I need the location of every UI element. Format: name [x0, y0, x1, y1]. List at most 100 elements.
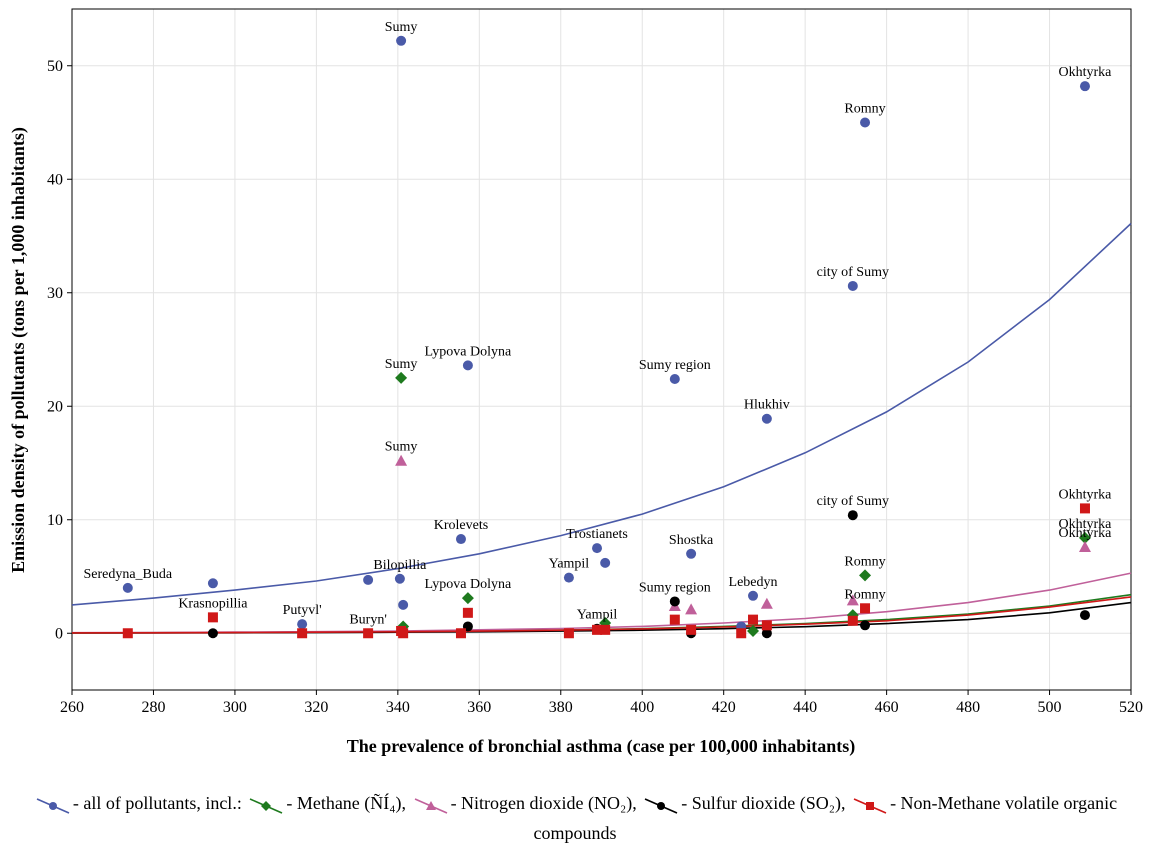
- x-tick-label: 400: [630, 699, 654, 716]
- y-tick-label: 0: [55, 625, 63, 642]
- point-label: city of Sumy: [817, 494, 889, 509]
- point: [462, 607, 473, 618]
- x-tick-label: 380: [549, 699, 573, 716]
- point: [860, 603, 871, 614]
- point: [398, 628, 409, 639]
- point: [1078, 531, 1091, 544]
- point: [363, 574, 374, 585]
- legend-marker: [657, 801, 666, 810]
- point: [122, 628, 133, 639]
- x-tick-label: 440: [793, 699, 817, 716]
- x-tick-label: 500: [1038, 699, 1062, 716]
- legend-icon: [250, 798, 283, 814]
- point: [748, 614, 759, 625]
- legend: - all of pollutants, incl.: - Methane (Ñ…: [20, 788, 1130, 848]
- point-label: city of Sumy: [817, 265, 889, 280]
- point-label: Okhtyrka: [1059, 526, 1113, 541]
- point: [860, 620, 871, 631]
- point: [398, 599, 409, 610]
- legend-label: - Sulfur dioxide (SO₂),: [681, 793, 846, 813]
- point: [847, 510, 858, 521]
- point-label: Yampil: [549, 557, 590, 572]
- point-label: Sumy region: [639, 358, 711, 373]
- point: [669, 614, 680, 625]
- x-tick-label: 340: [386, 699, 410, 716]
- point: [563, 628, 574, 639]
- point: [395, 371, 408, 384]
- point: [394, 573, 405, 584]
- point-label: Romny: [844, 587, 885, 602]
- chart: The prevalence of bronchial asthma (case…: [8, 8, 1143, 757]
- point: [592, 624, 603, 635]
- point-label: Okhtyrka: [1059, 517, 1113, 532]
- y-tick-label: 30: [47, 285, 63, 302]
- point: [207, 628, 218, 639]
- point: [747, 624, 760, 637]
- y-tick-label: 20: [47, 398, 63, 415]
- legend-icon: [644, 798, 678, 814]
- point-label: Lebedyn: [729, 575, 778, 590]
- point-label: Romny: [844, 554, 885, 569]
- plot-frame: [71, 8, 1132, 691]
- point: [760, 597, 773, 609]
- legend-entry: - Nitrogen dioxide (NO₂),: [411, 793, 637, 814]
- x-tick-label: 280: [141, 699, 165, 716]
- legend-entry: - Methane (ÑÍ₄),: [246, 793, 406, 814]
- point: [685, 603, 698, 615]
- legend-entry: - all of pollutants, incl.:: [33, 793, 242, 814]
- point-label: Okhtyrka: [1059, 487, 1113, 502]
- point: [207, 612, 218, 623]
- point: [461, 592, 474, 605]
- point-label: Romny: [844, 102, 885, 117]
- legend-icon: [414, 798, 447, 814]
- point: [736, 628, 747, 639]
- point: [1079, 81, 1090, 92]
- point-label: Bilopillia: [373, 558, 427, 573]
- point: [455, 628, 466, 639]
- legend-label: - Nitrogen dioxide (NO₂),: [450, 793, 637, 813]
- point: [122, 582, 133, 593]
- point: [847, 280, 858, 291]
- x-tick-label: 300: [223, 699, 247, 716]
- x-tick-label: 360: [467, 699, 491, 716]
- point-label: Krasnopillia: [178, 596, 248, 611]
- point-label: Okhtyrka: [1059, 65, 1113, 80]
- plot-area: [72, 9, 1131, 690]
- legend-icon: [853, 798, 887, 814]
- point: [860, 117, 871, 128]
- point: [669, 596, 680, 607]
- point: [686, 548, 697, 559]
- legend-marker: [48, 801, 57, 810]
- legend-label: - Non-Methane volatile organic compounds: [533, 793, 1118, 843]
- point-label: Putyvl': [283, 603, 322, 618]
- point-label: Hlukhiv: [744, 398, 790, 413]
- point-label: Krolevets: [434, 518, 488, 533]
- legend-label: - all of pollutants, incl.:: [72, 793, 242, 813]
- point-label: Seredyna_Buda: [83, 567, 172, 582]
- point: [761, 620, 772, 631]
- x-tick-label: 420: [712, 699, 736, 716]
- legend-entry: - Sulfur dioxide (SO₂),: [641, 793, 846, 814]
- point: [563, 572, 574, 583]
- legend-marker: [261, 800, 272, 811]
- point-label: Sumy region: [639, 580, 711, 595]
- fit-curve: [71, 222, 1132, 606]
- point-label: Sumy: [385, 20, 418, 35]
- point: [297, 619, 308, 630]
- point: [455, 534, 466, 545]
- point-label: Sumy: [385, 357, 418, 372]
- y-tick-label: 40: [47, 171, 63, 188]
- point: [1079, 610, 1090, 621]
- point: [395, 454, 408, 466]
- point: [847, 615, 858, 626]
- y-axis-title: Emission density of pollutants (tons per…: [8, 127, 29, 573]
- point-label: Lypova Dolyna: [425, 344, 512, 359]
- legend-entry: - Non-Methane volatile organic compounds: [534, 793, 1118, 843]
- point: [396, 35, 407, 46]
- x-tick-label: 460: [875, 699, 899, 716]
- y-tick-label: 50: [47, 58, 63, 75]
- point: [363, 628, 374, 639]
- point: [462, 360, 473, 371]
- point: [748, 590, 759, 601]
